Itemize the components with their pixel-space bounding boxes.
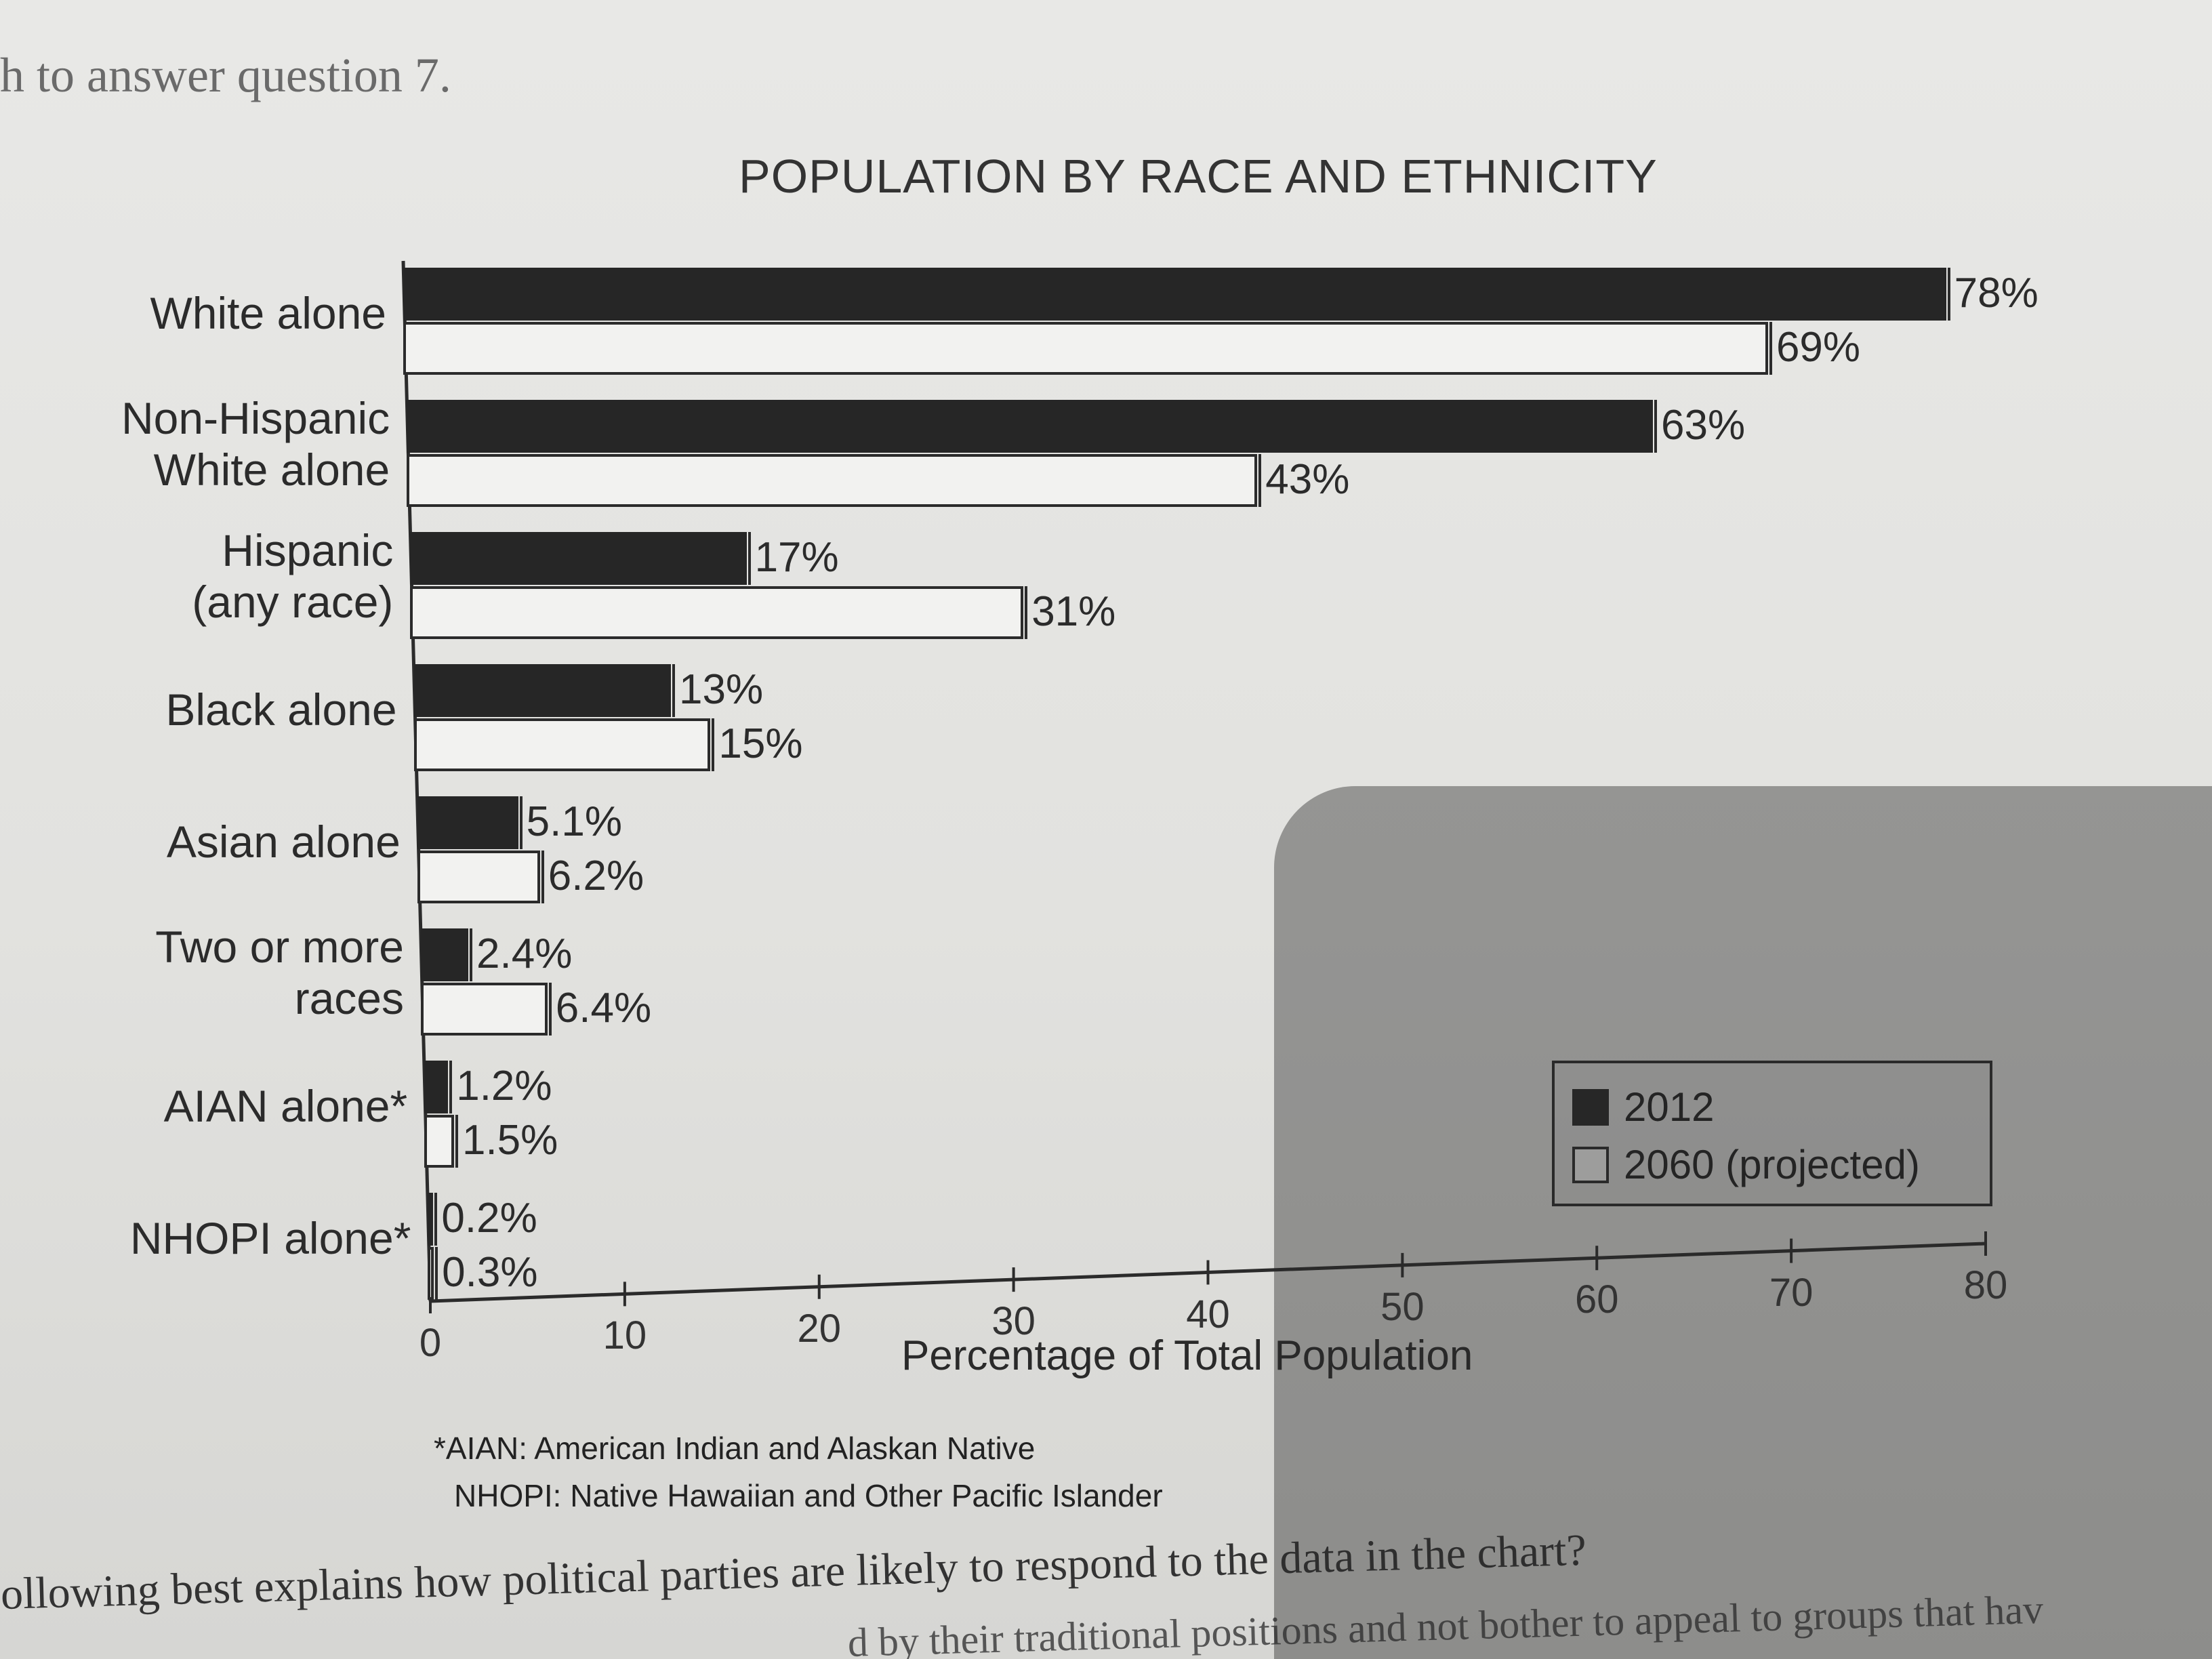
value-label-divider	[1258, 454, 1262, 507]
category-label: NHOPI alone*	[129, 1213, 411, 1263]
x-tick-label: 30	[991, 1299, 1036, 1344]
bar-2060	[417, 851, 540, 903]
value-label-divider	[747, 532, 751, 585]
value-label-divider	[470, 928, 473, 981]
category-label: Asian alone	[166, 817, 401, 867]
value-label-2060: 1.5%	[462, 1117, 558, 1164]
value-label-divider	[455, 1115, 458, 1168]
x-tick-label: 10	[602, 1313, 647, 1358]
top-instruction-text: h to answer question 7.	[0, 48, 451, 102]
bar-2012	[410, 532, 747, 585]
value-label-2060: 0.3%	[442, 1249, 538, 1296]
value-label-divider	[519, 796, 523, 849]
category-label: Two or more races	[155, 922, 404, 1023]
value-label-2060: 15%	[718, 720, 803, 767]
x-tick-label: 0	[419, 1321, 442, 1365]
bar-2060	[424, 1115, 454, 1168]
chart-title: POPULATION BY RACE AND ETHNICITY	[739, 150, 1658, 203]
x-tick-label: 20	[797, 1306, 842, 1351]
value-label-2060: 6.4%	[555, 985, 652, 1031]
value-label-2012: 0.2%	[441, 1195, 537, 1242]
value-label-divider	[1947, 268, 1950, 321]
x-axis-title: Percentage of Total Population	[901, 1332, 1473, 1379]
value-label-2060: 69%	[1776, 324, 1861, 371]
bar-2060	[407, 454, 1258, 507]
value-label-divider	[1025, 586, 1028, 639]
value-label-2060: 31%	[1031, 588, 1116, 635]
value-label-2012: 63%	[1661, 402, 1746, 449]
footnote-nhopi: NHOPI: Native Hawaiian and Other Pacific…	[454, 1478, 1163, 1513]
legend-item-2060: 2060 (projected)	[1572, 1141, 1920, 1188]
value-label-divider	[541, 851, 544, 903]
x-tick-label: 80	[1963, 1263, 2008, 1307]
bar-2060	[413, 718, 711, 771]
x-tick-label: 40	[1186, 1292, 1230, 1336]
chart-legend: 2012 2060 (projected)	[1552, 1061, 1992, 1206]
bar-2012	[413, 664, 672, 717]
bar-2012	[417, 796, 518, 849]
value-label-2012: 13%	[679, 666, 764, 713]
value-label-divider	[435, 1247, 438, 1300]
value-label-divider	[449, 1061, 453, 1113]
category-label: AIAN alone*	[163, 1081, 408, 1131]
bar-2060	[403, 322, 1768, 375]
bar-2060	[428, 1247, 434, 1300]
value-label-2012: 17%	[754, 534, 839, 581]
value-label-2012: 78%	[1954, 270, 2039, 316]
legend-swatch-2012	[1572, 1088, 1609, 1126]
value-label-2012: 5.1%	[526, 798, 622, 845]
legend-item-2012: 2012	[1572, 1084, 1714, 1130]
value-label-divider	[1769, 322, 1772, 375]
value-label-divider	[712, 718, 715, 771]
value-label-2060: 43%	[1265, 456, 1350, 503]
legend-label-2060: 2060 (projected)	[1624, 1142, 1920, 1187]
bar-2012	[403, 268, 1946, 321]
bar-2060	[410, 586, 1024, 639]
value-label-2012: 1.2%	[456, 1063, 552, 1109]
value-label-2012: 2.4%	[476, 930, 573, 977]
x-tick-label: 70	[1769, 1270, 1814, 1315]
bar-2060	[421, 983, 548, 1036]
x-tick-label: 50	[1380, 1284, 1425, 1329]
bar-2012	[428, 1193, 434, 1246]
value-label-divider	[1654, 400, 1657, 453]
value-label-2060: 6.2%	[548, 853, 644, 899]
bar-2012	[407, 400, 1653, 453]
value-label-divider	[434, 1193, 438, 1246]
bar-2012	[424, 1061, 449, 1113]
category-label: Non-Hispanic White alone	[121, 393, 390, 495]
legend-label-2012: 2012	[1624, 1084, 1715, 1130]
category-label: White alone	[150, 288, 386, 338]
x-tick-label: 60	[1574, 1277, 1619, 1322]
footnote-aian: *AIAN: American Indian and Alaskan Nativ…	[434, 1431, 1036, 1466]
legend-swatch-2060	[1572, 1146, 1609, 1183]
value-label-divider	[548, 983, 552, 1036]
value-label-divider	[672, 664, 676, 717]
category-label: Hispanic (any race)	[192, 525, 394, 627]
bar-2012	[421, 928, 469, 981]
category-label: Black alone	[165, 684, 397, 735]
